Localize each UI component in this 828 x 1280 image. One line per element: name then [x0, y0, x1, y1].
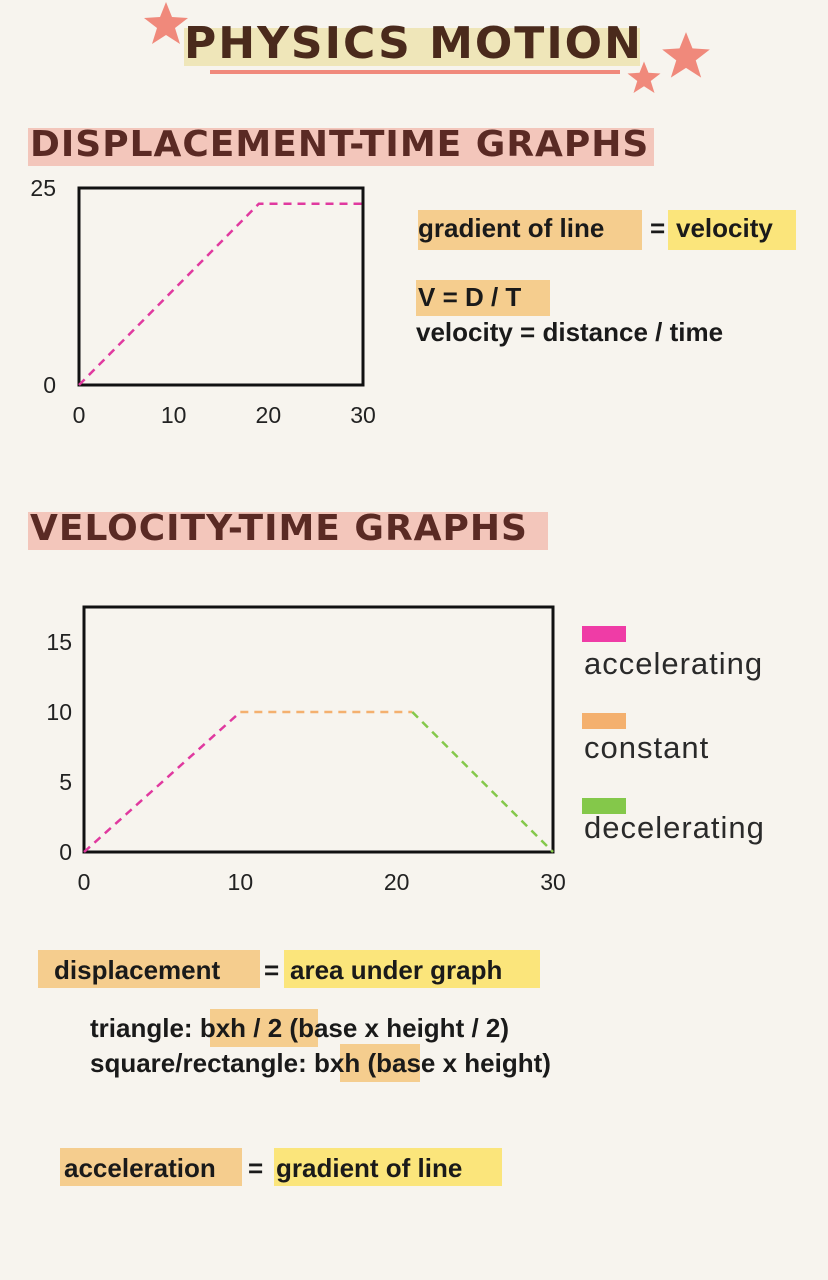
series-line-0 [78, 202, 363, 386]
series-line-2 [411, 711, 554, 853]
section-highlight-displacement [28, 128, 654, 166]
y-tick-label: 0 [59, 839, 72, 865]
displacement-highlight [38, 950, 260, 988]
acceleration-label: acceleration [64, 1153, 216, 1183]
star-decoration-right-small [627, 61, 661, 93]
plot-frame [82, 605, 555, 854]
legend-swatch-constant [582, 713, 626, 729]
equals-sign-1: = [650, 213, 666, 243]
y-tick-label: 10 [46, 699, 72, 725]
section-title-displacement-time: DISPLACEMENT-TIME GRAPHS [30, 124, 650, 165]
plot-frame [77, 186, 365, 387]
legend-swatch-decelerating [582, 798, 626, 814]
series-line-0 [83, 711, 242, 853]
gradient-highlight [418, 210, 642, 250]
triangle-label: triangle: [90, 1013, 193, 1043]
velocity-formula-words: velocity = distance / time [416, 317, 724, 347]
x-tick-label: 0 [78, 869, 91, 895]
gradient-label: gradient of line [418, 213, 605, 243]
equals-sign-3: = [248, 1153, 264, 1183]
area-highlight [284, 950, 540, 988]
velocity-label: velocity [676, 213, 773, 243]
triangle-formula: bxh / 2 [199, 1013, 283, 1043]
area-label: area under graph [290, 955, 503, 985]
velocity-formula: V = D / T [418, 282, 522, 312]
y-tick-label: 25 [30, 175, 56, 201]
page-title: PHYSICS MOTION [184, 18, 643, 69]
rectangle-line: square/rectangle: bxh (base x height) [90, 1048, 551, 1078]
velocity-highlight [668, 210, 796, 250]
rect-formula: bxh [313, 1048, 361, 1078]
star-decoration-left [144, 2, 188, 44]
acceleration-highlight [60, 1148, 242, 1186]
title-highlight [184, 28, 640, 66]
x-tick-label: 30 [350, 402, 376, 428]
rect-formula-highlight [340, 1044, 420, 1082]
x-tick-label: 0 [73, 402, 86, 428]
legend-swatch-accelerating [582, 626, 626, 642]
y-tick-label: 5 [59, 769, 72, 795]
triangle-line: triangle: bxh / 2 (base x height / 2) [90, 1013, 509, 1043]
section-highlight-velocity [28, 512, 548, 550]
legend-label-decelerating: decelerating [584, 810, 765, 845]
x-tick-label: 10 [161, 402, 187, 428]
triangle-formula-highlight [210, 1009, 318, 1047]
displacement-time-chart: 0 10 20 30 0 25 [30, 175, 376, 428]
formula-highlight [416, 280, 550, 316]
equals-sign-2: = [264, 955, 280, 985]
velocity-time-chart: 0 10 20 30 0 5 10 15 [46, 605, 566, 895]
title-underline [210, 70, 620, 74]
displacement-label: displacement [54, 955, 221, 985]
triangle-words: (base x height / 2) [289, 1013, 510, 1043]
star-decoration-right-large [662, 32, 710, 78]
acc-gradient-highlight [274, 1148, 502, 1186]
x-tick-label: 10 [228, 869, 254, 895]
rect-words: (base x height) [367, 1048, 551, 1078]
acc-gradient-label: gradient of line [276, 1153, 463, 1183]
rect-label: square/rectangle: [90, 1048, 307, 1078]
y-tick-label: 0 [43, 372, 56, 398]
x-tick-label: 20 [256, 402, 282, 428]
section-title-velocity-time: VELOCITY-TIME GRAPHS [30, 508, 528, 549]
y-tick-label: 15 [46, 629, 72, 655]
x-tick-label: 30 [540, 869, 566, 895]
legend: accelerating constant decelerating [582, 620, 822, 860]
legend-label-constant: constant [584, 730, 710, 765]
legend-label-accelerating: accelerating [584, 646, 764, 681]
x-tick-label: 20 [384, 869, 410, 895]
